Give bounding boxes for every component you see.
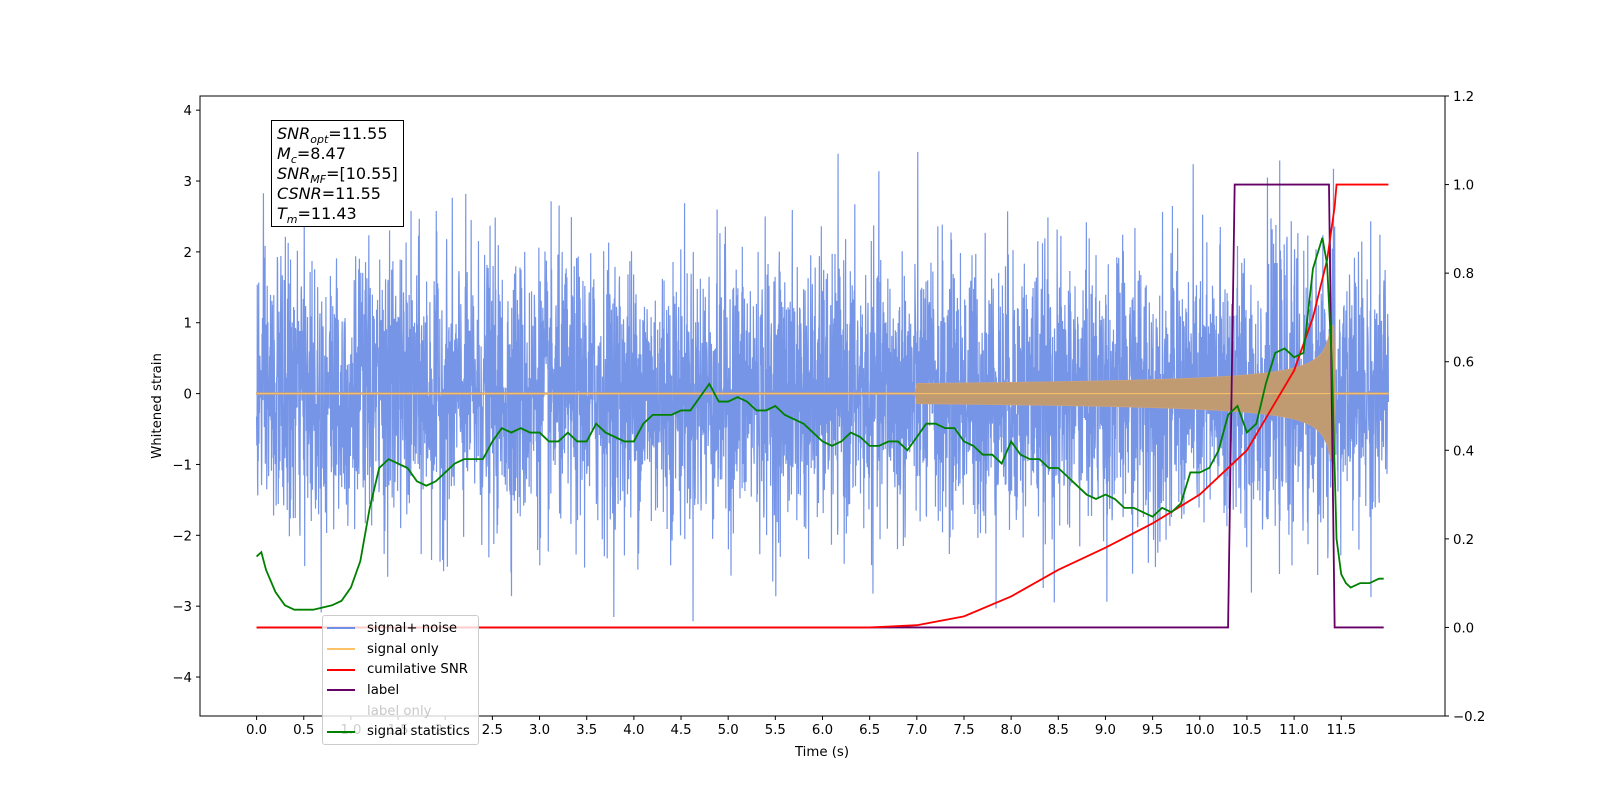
y-left-tick-label: 3 [184, 175, 192, 190]
mc-value: 8.47 [310, 144, 346, 163]
series-cumulative-snr [256, 183, 1389, 629]
y-left-tick-label: 1 [184, 317, 192, 332]
tm-row: Tm=11.43 [277, 204, 357, 227]
y-right-tick-label: 1.2 [1453, 90, 1474, 105]
legend-item-signal-statistics: signal statistics [323, 721, 478, 742]
x-tick-label: 3.5 [576, 723, 597, 738]
tm-value: 11.43 [310, 204, 357, 223]
x-tick-label: 4.0 [623, 723, 644, 738]
x-tick-label: 9.5 [1142, 723, 1163, 738]
legend-swatch [327, 730, 355, 733]
y-right-tick-label: 0.0 [1453, 621, 1474, 636]
legend-swatch [327, 689, 355, 692]
metrics-annotation-box: SNRopt=11.55 Mc=8.47 SNRMF=[10.55] CSNR=… [271, 120, 404, 227]
legend-swatch [327, 710, 355, 712]
legend-swatch [327, 668, 355, 671]
y-right-tick-label: 0.4 [1453, 444, 1474, 459]
legend-item-label: label [323, 680, 478, 701]
x-tick-label: 5.5 [765, 723, 786, 738]
series-signal-noise [255, 151, 1390, 622]
y-right-tick-label: −0.2 [1453, 710, 1485, 725]
mc-row: Mc=8.47 [277, 144, 346, 167]
x-tick-label: 2.5 [482, 723, 503, 738]
y-left-tick-label: 0 [184, 388, 192, 403]
legend-item-signal-noise: signal+ noise [323, 618, 478, 639]
y-axis-left: 4 3 2 1 0 −1 −2 −3 −4 [172, 104, 200, 686]
snr-mf-row: SNRMF=[10.55] [277, 164, 398, 187]
x-tick-label: 3.0 [529, 723, 550, 738]
y-axis-label: Whitened strain [150, 353, 165, 459]
y-left-tick-label: −2 [172, 529, 192, 544]
x-tick-label: 6.0 [812, 723, 833, 738]
y-left-tick-label: −4 [172, 671, 192, 686]
y-right-tick-label: 1.0 [1453, 179, 1474, 194]
y-left-tick-label: 4 [184, 104, 192, 119]
y-left-tick-label: 2 [184, 246, 192, 261]
x-tick-label: 10.0 [1185, 723, 1215, 738]
x-tick-label: 10.5 [1232, 723, 1262, 738]
x-tick-label: 6.5 [859, 723, 880, 738]
legend-item-label-only: label only [323, 701, 478, 722]
y-left-tick-label: −3 [172, 600, 192, 615]
series-signal-statistics [255, 237, 1384, 611]
y-axis-right: 1.2 1.0 0.8 0.6 0.4 0.2 0.0 −0.2 [1445, 90, 1485, 725]
y-left-tick-label: −1 [172, 458, 192, 473]
x-tick-label: 0.0 [246, 723, 267, 738]
x-tick-label: 8.0 [1001, 723, 1022, 738]
x-tick-label: 7.5 [953, 723, 974, 738]
series-label [256, 183, 1384, 629]
x-tick-label: 8.5 [1048, 723, 1069, 738]
x-tick-label: 0.5 [293, 723, 314, 738]
legend-item-signal-only: signal only [323, 639, 478, 660]
y-right-tick-label: 0.8 [1453, 267, 1474, 282]
snr-mf-value: [10.55] [339, 164, 398, 183]
legend-swatch [327, 627, 355, 630]
y-right-tick-label: 0.6 [1453, 356, 1474, 371]
x-tick-label: 9.0 [1095, 723, 1116, 738]
csnr-row: CSNR=11.55 [277, 184, 381, 203]
csnr-value: 11.55 [335, 184, 381, 203]
x-tick-label: 7.0 [906, 723, 927, 738]
x-tick-label: 5.0 [718, 723, 739, 738]
legend-swatch [327, 648, 355, 651]
x-tick-label: 11.5 [1326, 723, 1356, 738]
x-tick-label: 4.5 [670, 723, 691, 738]
series-layer [255, 151, 1390, 629]
x-tick-label: 11.0 [1279, 723, 1309, 738]
legend: signal+ noise signal only cumilative SNR… [322, 615, 479, 746]
y-right-tick-label: 0.2 [1453, 533, 1474, 548]
snr-opt-row: SNRopt=11.55 [277, 124, 388, 147]
legend-item-cumulative-snr: cumilative SNR [323, 659, 478, 680]
snr-opt-value: 11.55 [341, 124, 388, 143]
x-axis-label: Time (s) [794, 745, 849, 760]
